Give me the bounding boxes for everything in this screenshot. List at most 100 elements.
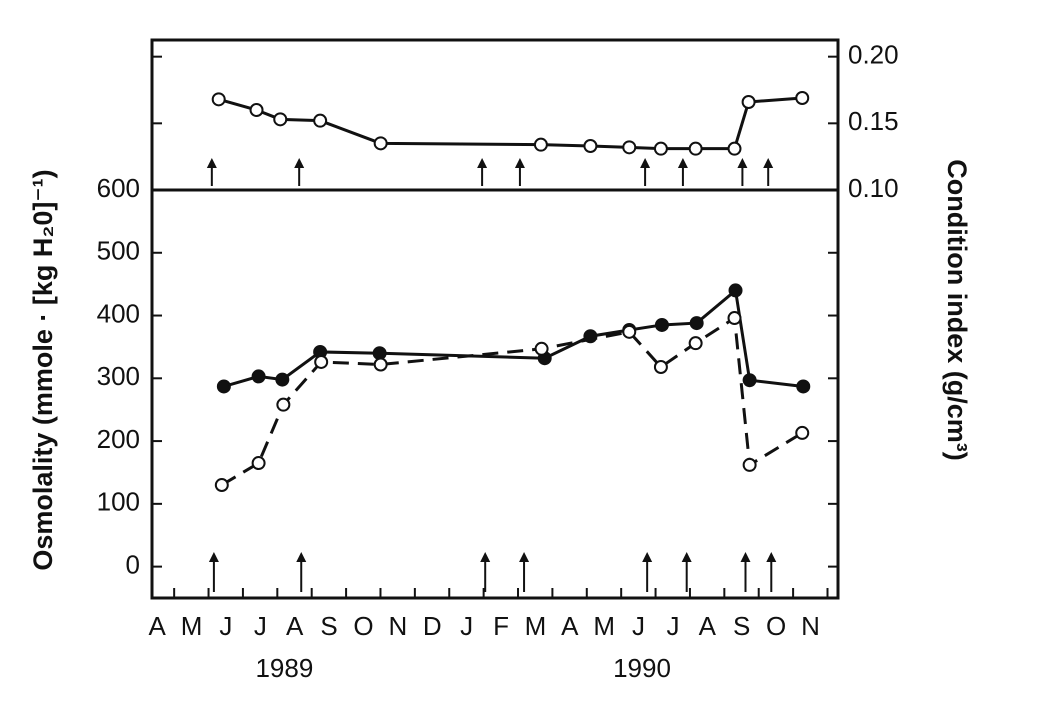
data-point (689, 316, 704, 331)
arrow (640, 158, 651, 186)
data-point (211, 92, 226, 107)
x-tick-label: A (286, 611, 304, 641)
data-point (214, 478, 229, 493)
arrow (681, 552, 692, 592)
y-tick-label: 0 (126, 549, 140, 579)
arrow-head (763, 158, 774, 168)
data-point (742, 457, 757, 472)
x-tick-label: J (254, 611, 267, 641)
arrow-head (208, 552, 219, 562)
data-point (313, 113, 328, 128)
plot (150, 38, 840, 600)
arrow-head (480, 552, 491, 562)
x-tick-label: N (801, 611, 820, 641)
arrow-head (642, 552, 653, 562)
y-axis-label: Osmolality (mmole · [kg H₂0]⁻¹) (28, 169, 58, 570)
x-tick-label: S (320, 611, 337, 641)
x-tick-label: F (493, 611, 509, 641)
data-point (314, 354, 329, 369)
arrow (514, 158, 525, 186)
y-tick-label: 500 (97, 236, 140, 266)
data-point (251, 369, 266, 384)
arrow (294, 158, 305, 186)
x-tick-label: O (353, 611, 373, 641)
y-tick-label: 300 (97, 361, 140, 391)
arrow (477, 158, 488, 186)
data-point (534, 341, 549, 356)
data-point (583, 139, 598, 153)
arrow (296, 552, 307, 592)
arrow (208, 552, 219, 592)
y-tick-label: 0.10 (848, 173, 899, 203)
y-tick-label: 0.15 (848, 106, 899, 136)
y-tick-label: 0.20 (848, 40, 899, 70)
arrow-head (737, 158, 748, 168)
arrow-head (519, 552, 530, 562)
data-point (373, 357, 388, 372)
arrow-head (514, 158, 525, 168)
arrow (480, 552, 491, 592)
data-point (654, 317, 669, 332)
data-point (728, 283, 743, 298)
y-tick-label: 600 (97, 173, 140, 203)
series-line (221, 315, 804, 487)
arrow (206, 158, 217, 186)
arrow (740, 552, 751, 592)
data-point (727, 311, 742, 326)
year-label: 1989 (255, 653, 313, 683)
arrow-head (677, 158, 688, 168)
arrow (737, 158, 748, 186)
data-point (795, 425, 810, 440)
x-tick-label: J (219, 611, 232, 641)
x-tick-label: D (423, 611, 442, 641)
arrow-head (766, 552, 777, 562)
data-point (727, 141, 742, 156)
y2-axis-label: Condition index (g/cm³) (942, 159, 972, 460)
y-tick-label: 100 (97, 487, 140, 517)
arrow-head (206, 158, 217, 168)
data-point (275, 372, 290, 387)
data-point (796, 379, 811, 394)
data-point (251, 456, 266, 471)
data-point (373, 136, 388, 151)
data-point (741, 95, 756, 109)
data-point (622, 140, 637, 155)
series-line (223, 287, 804, 388)
arrow (763, 158, 774, 186)
x-tick-label: N (388, 611, 407, 641)
arrow-head (740, 552, 751, 562)
x-tick-label: M (181, 611, 203, 641)
year-label: 1990 (613, 653, 671, 683)
x-tick-label: M (593, 611, 615, 641)
plot-frame (150, 38, 840, 600)
x-tick-label: A (699, 611, 717, 641)
y-tick-label: 200 (97, 424, 140, 454)
data-point (372, 346, 387, 361)
data-point (742, 373, 757, 388)
x-tick-label: M (525, 611, 547, 641)
arrow-head (477, 158, 488, 168)
data-point (653, 360, 668, 375)
data-point (249, 103, 264, 117)
arrow (766, 552, 777, 592)
data-point (688, 336, 703, 351)
data-point (276, 397, 291, 412)
arrow-head (296, 552, 307, 562)
data-point (653, 141, 668, 156)
x-tick-label: J (460, 611, 473, 641)
x-tick-label: A (148, 611, 166, 641)
y-tick-label: 400 (97, 298, 140, 328)
arrow-head (640, 158, 651, 168)
data-point (216, 379, 231, 394)
arrow (642, 552, 653, 592)
x-tick-label: A (561, 611, 579, 641)
data-point (795, 91, 810, 105)
x-tick-label: J (666, 611, 679, 641)
data-point (533, 137, 548, 152)
series-line (218, 96, 803, 151)
data-point (622, 324, 637, 339)
x-tick-label: J (632, 611, 645, 641)
data-point (273, 112, 288, 127)
arrow (519, 552, 530, 592)
